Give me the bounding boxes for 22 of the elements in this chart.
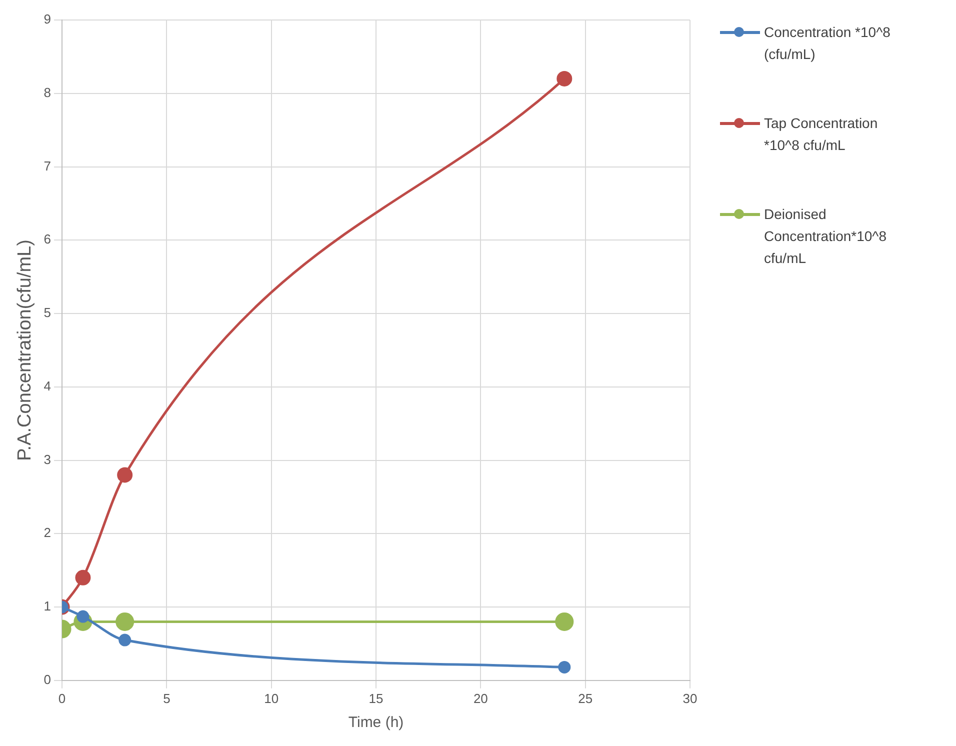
x-tick-label: 15 [368,690,384,706]
x-tick-label: 5 [163,690,170,706]
x-tick-label: 25 [578,690,593,706]
y-tick-label: 0 [44,672,52,687]
y-tick-label: 6 [44,232,52,247]
y-tick-label: 5 [44,305,52,320]
x-tick-label: 10 [264,690,279,706]
legend-label: Deionised Concentration*10^8 cfu/mL [764,205,888,268]
x-axis-title: Time (h) [348,714,404,732]
y-tick-label: 8 [44,84,52,100]
y-tick-label: 2 [44,525,52,540]
y-tick-label: 3 [44,452,52,467]
legend-label: Concentration *10^8 (cfu/mL) [764,23,892,64]
y-tick-label: 7 [44,158,52,174]
y-tick-label: 4 [44,378,52,394]
y-axis-title: P.A.Concentration(cfu/mL) [14,239,36,461]
y-tick-label: 1 [44,598,52,614]
x-tick-label: 20 [473,690,488,706]
x-tick-label: 30 [682,690,698,706]
x-tick-label: 0 [58,690,66,706]
y-tick-label: 9 [44,12,52,27]
legend-label: Tap Concentration *10^8 cfu/mL [764,114,879,155]
